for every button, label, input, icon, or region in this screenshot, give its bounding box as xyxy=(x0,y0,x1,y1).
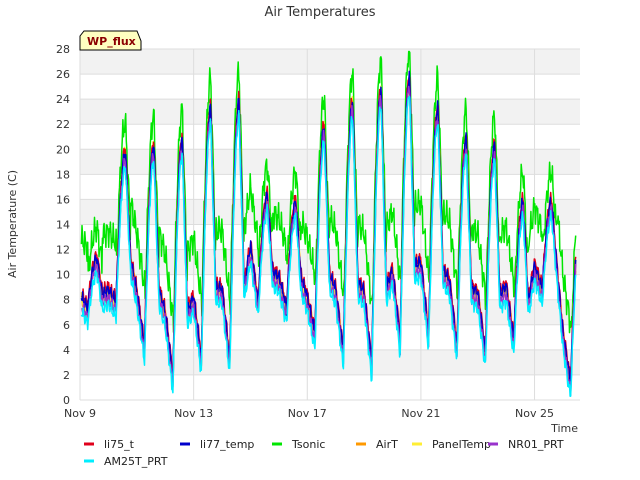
legend-label-nr01-prt: NR01_PRT xyxy=(508,438,564,451)
y-tick-label: 28 xyxy=(56,43,70,56)
grid-band xyxy=(80,99,580,125)
legend-label-airt: AirT xyxy=(376,438,398,451)
legend-label-li75-t: li75_t xyxy=(104,438,135,451)
series-line-am25t-prt xyxy=(80,95,577,397)
legend-label-li77-temp: li77_temp xyxy=(200,438,254,451)
y-axis-label: Air Temperature (C) xyxy=(6,170,19,278)
legend-label-am25t-prt: AM25T_PRT xyxy=(104,455,168,468)
y-tick-label: 22 xyxy=(56,118,70,131)
y-tick-label: 24 xyxy=(56,93,70,106)
y-tick-label: 18 xyxy=(56,168,70,181)
legend: li75_t li77_temp Tsonic AirT PanelTemp NR01_P… xyxy=(84,438,564,468)
y-tick-label: 0 xyxy=(63,394,70,407)
legend-label-tsonic: Tsonic xyxy=(291,438,325,451)
badge-box xyxy=(79,30,142,51)
y-tick-label: 4 xyxy=(63,344,70,357)
y-tick-label: 12 xyxy=(56,244,70,257)
x-tick-label: Nov 25 xyxy=(515,407,554,420)
y-tick-label: 26 xyxy=(56,68,70,81)
x-axis-label: Time xyxy=(550,422,578,435)
badge-label: WP_flux xyxy=(87,35,136,48)
y-tick-label: 10 xyxy=(56,269,70,282)
y-tick-label: 20 xyxy=(56,143,70,156)
y-tick-label: 8 xyxy=(63,294,70,307)
x-tick-label: Nov 13 xyxy=(174,407,213,420)
legend-label-paneltemp: PanelTemp xyxy=(432,438,491,451)
chart-title: Air Temperatures xyxy=(264,5,375,20)
x-tick-label: Nov 17 xyxy=(288,407,327,420)
x-tick-label: Nov 21 xyxy=(401,407,440,420)
y-tick-label: 2 xyxy=(63,369,70,382)
series-line-tsonic xyxy=(80,50,577,334)
x-tick-label: Nov 9 xyxy=(64,407,96,420)
series-lines xyxy=(80,50,577,397)
wp-flux-badge: WP_flux xyxy=(79,30,142,51)
grid-band xyxy=(80,49,580,75)
y-tick-label: 6 xyxy=(63,319,70,332)
grid-band xyxy=(80,349,580,375)
y-tick-label: 16 xyxy=(56,193,70,206)
y-tick-label: 14 xyxy=(56,219,70,232)
